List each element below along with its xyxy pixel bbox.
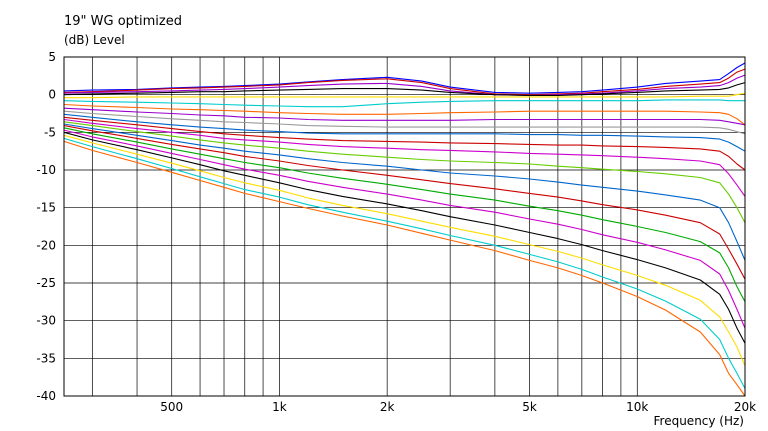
series-line-10 bbox=[63, 113, 746, 152]
y-tick-label: -5 bbox=[44, 125, 56, 139]
chart-title: 19" WG optimized bbox=[64, 14, 182, 29]
series-line-4 bbox=[63, 82, 746, 96]
grid-lines bbox=[64, 56, 745, 397]
y-tick-label: 5 bbox=[48, 50, 56, 64]
series-line-7 bbox=[63, 103, 746, 126]
x-tick-label: 1k bbox=[272, 400, 287, 414]
y-tick-label: -30 bbox=[36, 314, 56, 328]
series-line-18 bbox=[63, 131, 746, 344]
x-tick-label: 5k bbox=[522, 400, 537, 414]
series-line-17 bbox=[63, 129, 746, 329]
series-group bbox=[63, 62, 746, 397]
series-line-15 bbox=[63, 125, 746, 280]
series-line-16 bbox=[63, 127, 746, 303]
y-axis-label: (dB) Level bbox=[64, 33, 125, 47]
y-tick-label: 0 bbox=[48, 88, 56, 102]
y-tick-label: -10 bbox=[36, 163, 56, 177]
plot-frame bbox=[63, 56, 746, 397]
x-tick-labels: 500 1k 2k 5k 10k 20k bbox=[160, 400, 756, 414]
series-line-5 bbox=[64, 92, 746, 99]
x-tick-label: 20k bbox=[734, 400, 756, 414]
x-tick-label: 10k bbox=[626, 400, 648, 414]
series-line-12 bbox=[63, 118, 746, 197]
y-tick-label: -35 bbox=[36, 351, 56, 365]
series-line-8 bbox=[63, 107, 746, 126]
x-tick-label: 500 bbox=[160, 400, 183, 414]
y-tick-label: -15 bbox=[36, 201, 56, 215]
y-tick-label: -25 bbox=[36, 276, 56, 290]
y-tick-label: -40 bbox=[36, 389, 56, 403]
series-line-2 bbox=[63, 68, 746, 96]
series-line-14 bbox=[63, 123, 746, 261]
series-line-20 bbox=[63, 137, 746, 389]
series-line-3 bbox=[63, 74, 746, 96]
x-tick-label: 2k bbox=[380, 400, 395, 414]
series-line-13 bbox=[63, 121, 746, 223]
series-line-19 bbox=[63, 134, 746, 367]
x-axis-label: Frequency (Hz) bbox=[654, 414, 745, 428]
series-line-21 bbox=[63, 140, 746, 397]
series-line-11 bbox=[63, 116, 746, 171]
series-line-1 bbox=[63, 62, 746, 94]
series-line-9 bbox=[63, 110, 746, 135]
y-tick-label: -20 bbox=[36, 238, 56, 252]
y-tick-labels: 5 0 -5 -10 -15 -20 -25 -30 -35 -40 bbox=[36, 50, 56, 403]
series-line-6 bbox=[63, 99, 745, 108]
